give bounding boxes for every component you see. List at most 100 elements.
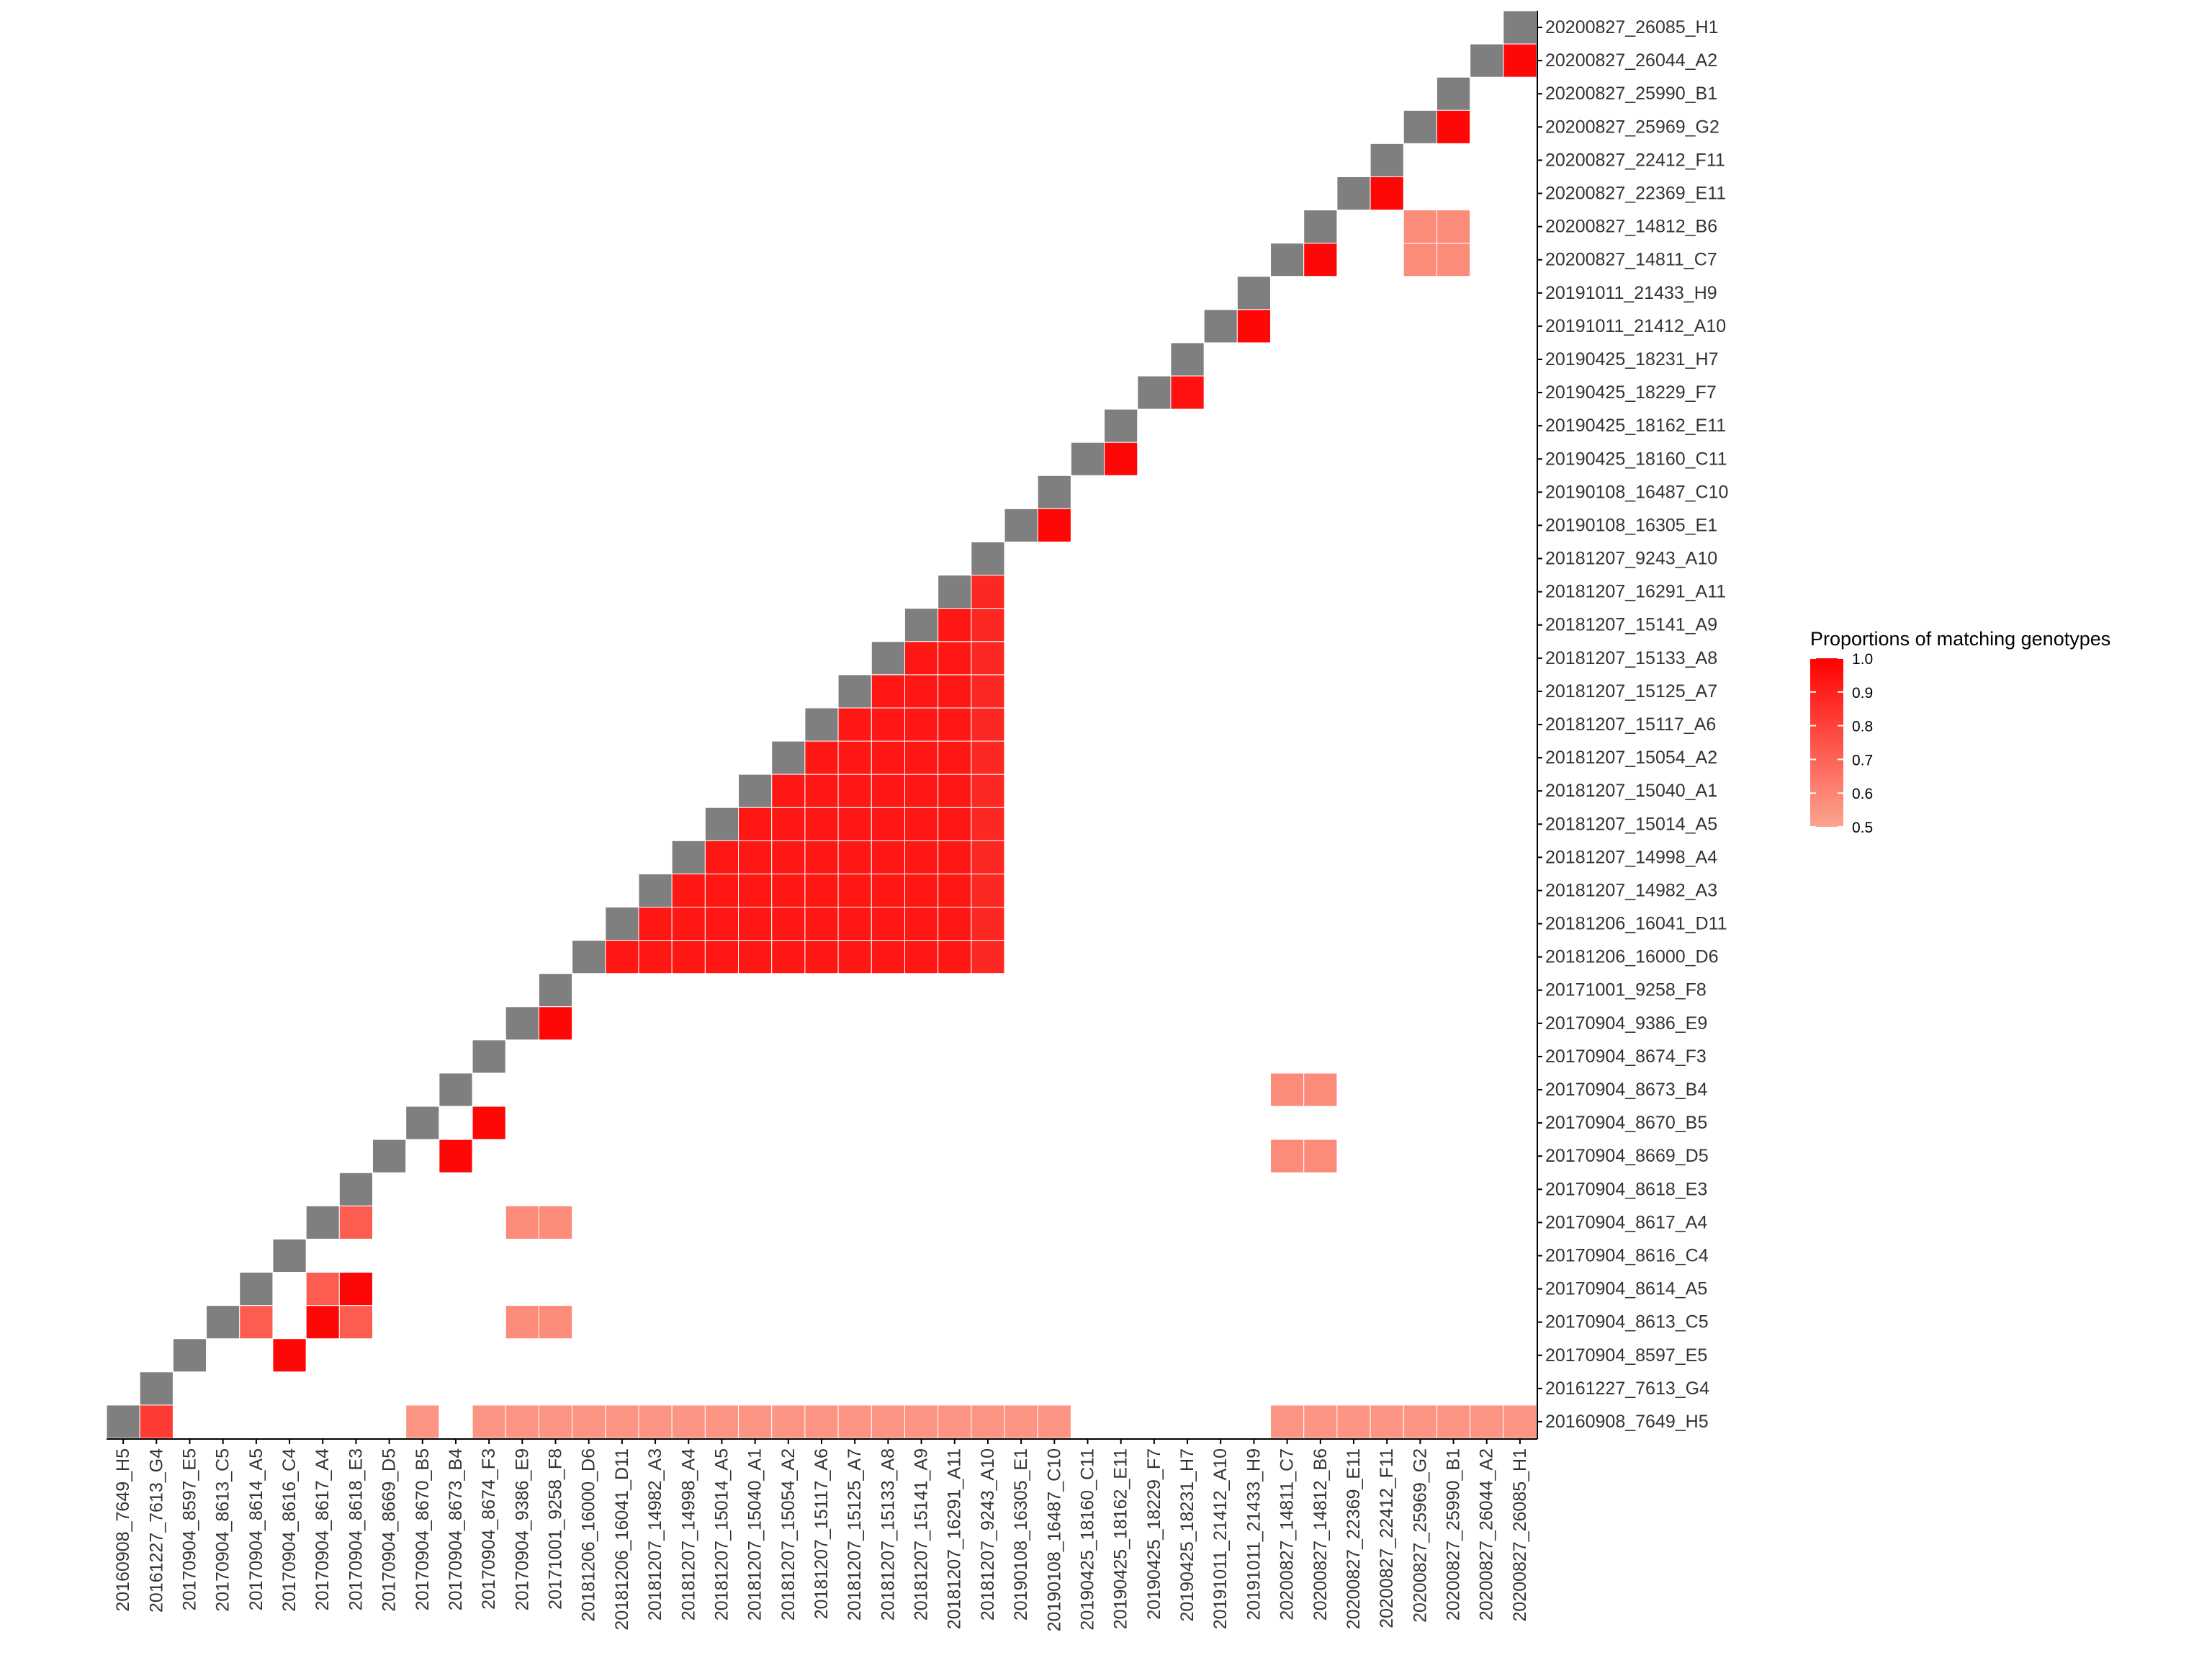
y-tick-label: 20170904_8614_A5 [1545,1279,1707,1299]
heatmap-cell [1436,243,1471,277]
heatmap-cell [837,774,872,808]
diagonal-cell [1236,276,1272,310]
heatmap-cell [305,1305,340,1340]
x-tick-labels: 20160908_7649_H5 20161227_7613_G4 20170904… [113,1448,1530,1632]
diagonal-cell [372,1139,407,1173]
diagonal-cell [671,840,706,874]
heatmap-cell [904,674,939,709]
heatmap-cell [139,1404,174,1439]
y-tick-label: 20181207_15133_A8 [1545,648,1717,668]
heatmap-cell [971,575,1005,609]
heatmap-cell [938,641,972,676]
heatmap-cell [1370,1404,1404,1439]
heatmap-cell [1370,176,1404,211]
y-tick-label: 20170904_8597_E5 [1545,1345,1707,1366]
heatmap-cell [605,1404,639,1439]
heatmap-cell [837,907,872,941]
x-tick-label: 20200827_14811_C7 [1277,1448,1298,1621]
diagonal-cell [505,1006,539,1041]
heatmap-cell [938,674,972,709]
legend-tick-label: 0.7 [1852,752,1873,768]
heatmap-cell [938,774,972,808]
heatmap-cell [1037,508,1071,542]
diagonal-cell [172,1338,207,1373]
x-tick-label: 20170904_8670_B5 [413,1448,433,1610]
x-tick-label: 20181207_15141_A9 [912,1448,932,1621]
heatmap-cell [904,774,939,808]
x-tick-label: 20190108_16305_E1 [1011,1448,1031,1621]
x-tick-label: 20181207_15054_A2 [778,1448,799,1621]
x-tick-label: 20181207_15040_A1 [745,1448,765,1621]
heatmap-cell [971,873,1005,908]
legend-title: Proportions of matching genotypes [1810,628,2110,650]
heatmap-cell [904,807,939,841]
diagonal-cell [1203,309,1238,344]
heatmap-cell [871,1404,905,1439]
heatmap-cell [638,1404,673,1439]
heatmap-cell [804,873,839,908]
y-tick-label: 20190425_18162_E11 [1545,416,1726,436]
x-tick-label: 20200827_25990_B1 [1444,1448,1464,1621]
x-tick-label: 20170904_8617_A4 [313,1448,333,1610]
heatmap-cell [904,707,939,742]
diagonal-cell [1070,441,1105,476]
y-tick-label: 20170904_8674_F3 [1545,1046,1707,1067]
diagonal-cell [605,907,639,941]
heatmap-cell [871,940,905,974]
cells-layer [106,10,1537,1439]
heatmap-cell [1403,210,1437,244]
heatmap-cell [771,940,806,974]
diagonal-cell [1336,176,1371,211]
diagonal-cell [1503,10,1537,45]
heatmap-cell [871,740,905,775]
y-tick-label: 20170904_8616_C4 [1545,1245,1709,1265]
heatmap-cell [704,907,739,941]
x-tick-label: 20190108_16487_C10 [1044,1448,1064,1631]
x-tick-label: 20170904_8673_B4 [446,1448,466,1610]
heatmap-cell [771,807,806,841]
y-tick-label: 20181207_15054_A2 [1545,748,1717,768]
heatmap-cell [971,674,1005,709]
y-tick-labels: 20160908_7649_H5 20161227_7613_G4 20170904… [1545,17,1728,1432]
x-tick-label: 20181207_14982_A3 [645,1448,665,1621]
x-tick-label: 20170904_8618_E3 [346,1448,366,1610]
heatmap-cell [938,707,972,742]
heatmap-cell [738,840,773,874]
diagonal-cell [1137,375,1172,410]
y-tick-label: 20170904_9386_E9 [1545,1013,1707,1034]
y-tick-label: 20190425_18160_C11 [1545,449,1727,469]
heatmap-cell [638,907,673,941]
heatmap-cell [1270,1404,1305,1439]
heatmap-cell [837,940,872,974]
heatmap-cell [804,907,839,941]
diagonal-cell [971,541,1005,576]
heatmap-cell [971,807,1005,841]
legend-tick-label: 0.5 [1852,820,1873,836]
diagonal-cell [439,1072,473,1107]
heatmap-cell [804,840,839,874]
heatmap-cell [671,873,706,908]
heatmap-cell [871,840,905,874]
heatmap-cell [538,1305,573,1340]
diagonal-cell [804,707,839,742]
y-tick-label: 20181206_16000_D6 [1545,947,1719,967]
diagonal-cell [206,1305,240,1340]
heatmap-cell [971,1404,1005,1439]
heatmap-cell [572,1404,606,1439]
heatmap-cell [804,940,839,974]
diagonal-cell [139,1371,174,1406]
heatmap-cell [671,940,706,974]
x-tick-label: 20181207_16291_A11 [945,1448,965,1629]
y-tick-label: 20200827_25969_G2 [1545,117,1719,137]
diagonal-cell [704,807,739,841]
heatmap-cell [837,807,872,841]
x-tick-label: 20200827_22412_F11 [1377,1448,1397,1628]
x-tick-label: 20190425_18231_H7 [1177,1448,1197,1622]
heatmap-cell [938,873,972,908]
heatmap-cell [904,873,939,908]
heatmap-cell [505,1205,539,1240]
heatmap-cell [771,774,806,808]
heatmap-cell [971,774,1005,808]
